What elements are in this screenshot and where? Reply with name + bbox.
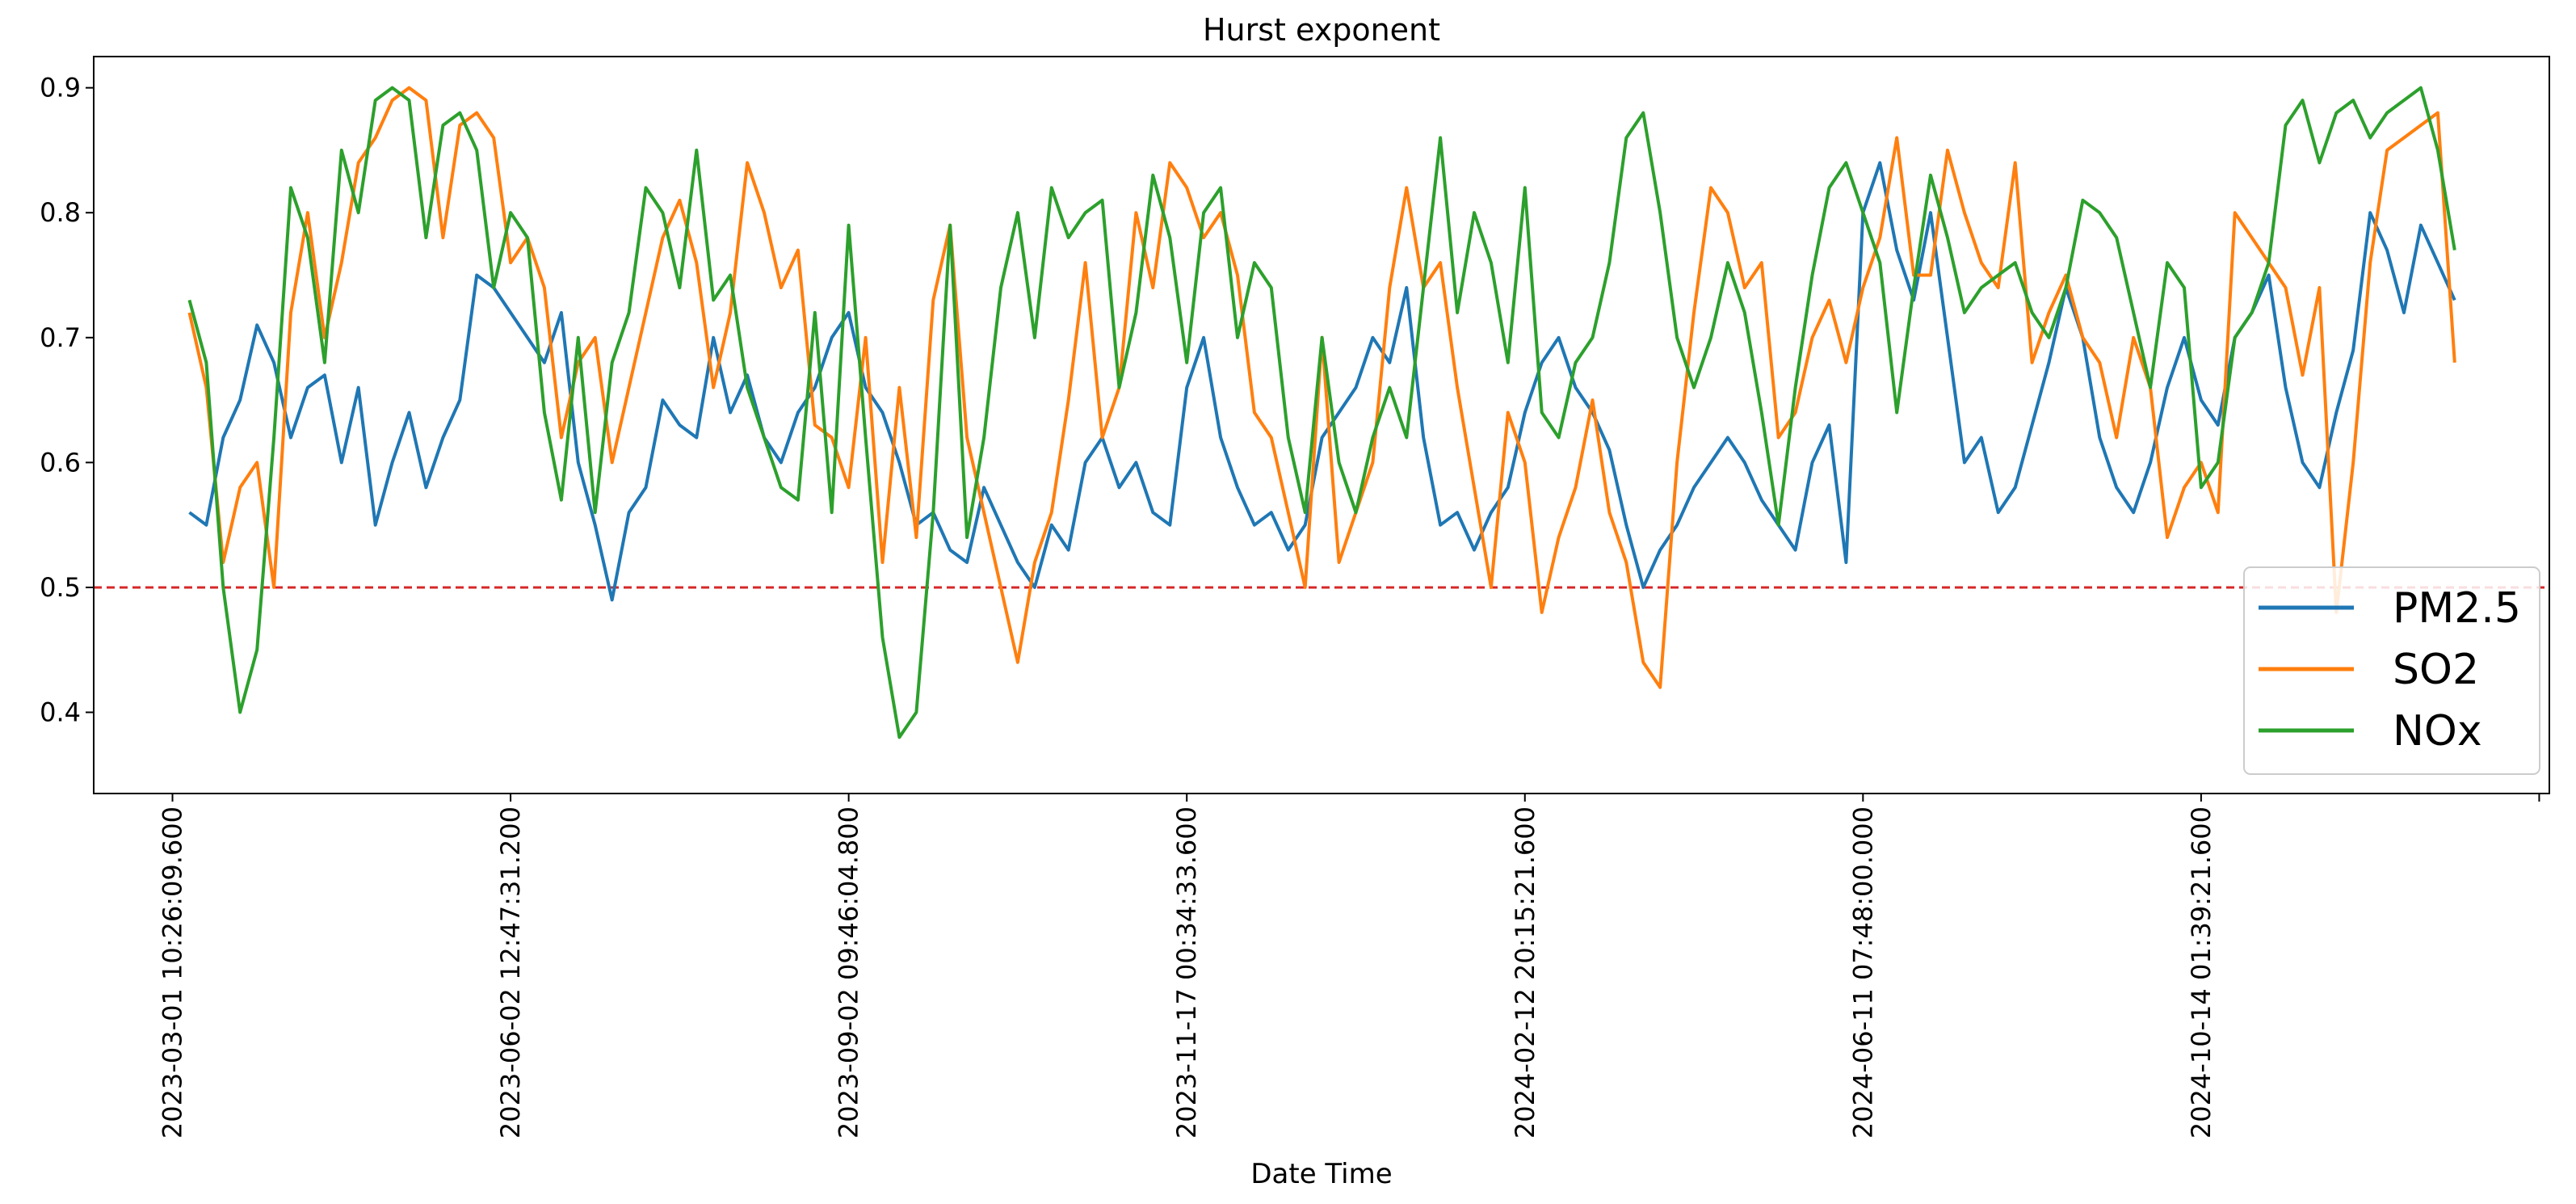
plot-area bbox=[93, 56, 2550, 794]
series-line-nox bbox=[187, 86, 2456, 739]
y-tick-label: 0.5 bbox=[40, 572, 81, 603]
legend-box bbox=[2243, 566, 2540, 775]
legend-label: NOx bbox=[2393, 707, 2482, 756]
y-tick-label: 0.6 bbox=[40, 447, 81, 478]
legend-label: PM2.5 bbox=[2393, 584, 2521, 633]
x-tick-label: 2024-06-11 07:48:00.000 bbox=[1847, 806, 1878, 1139]
legend: PM2.5 SO2 NOx bbox=[2243, 566, 2540, 775]
x-tick-label: 2024-02-12 20:15:21.600 bbox=[1510, 806, 1540, 1139]
x-tick-label: 2023-03-01 10:26:09.600 bbox=[158, 806, 188, 1139]
series-lines bbox=[187, 86, 2456, 739]
x-axis: 2023-03-01 10:26:09.600 2023-06-02 12:47:… bbox=[158, 794, 2540, 1139]
legend-label: SO2 bbox=[2393, 646, 2479, 694]
x-tick-label: 2023-11-17 00:34:33.600 bbox=[1171, 806, 1202, 1139]
y-tick-label: 0.7 bbox=[40, 322, 81, 353]
x-tick-label: 2023-09-02 09:46:04.800 bbox=[834, 806, 864, 1139]
y-axis: 0.4 0.5 0.6 0.7 0.8 0.9 bbox=[40, 73, 94, 728]
y-tick-label: 0.4 bbox=[40, 697, 81, 728]
y-tick-label: 0.8 bbox=[40, 197, 81, 228]
x-tick-label: 2024-10-14 01:39:21.600 bbox=[2186, 806, 2217, 1139]
chart-title: Hurst exponent bbox=[1203, 12, 1440, 48]
x-axis-label: Date Time bbox=[1250, 1158, 1392, 1190]
x-tick-label: 2023-06-02 12:47:31.200 bbox=[495, 806, 526, 1139]
y-tick-label: 0.9 bbox=[40, 73, 81, 103]
